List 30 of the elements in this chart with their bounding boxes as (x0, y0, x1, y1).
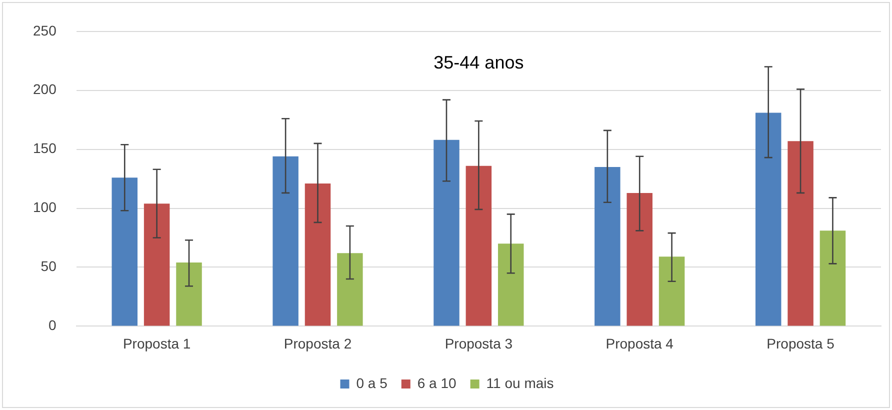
bar (594, 167, 620, 326)
y-tick-label: 50 (40, 258, 57, 274)
bar (337, 253, 363, 326)
y-tick-label: 100 (33, 199, 57, 216)
legend-label: 11 ou mais (486, 374, 554, 391)
bar (144, 204, 170, 326)
y-tick-label: 250 (33, 22, 57, 38)
text: 35-44 anos (434, 52, 524, 72)
bar (755, 112, 782, 326)
x-tick-label: Proposta 3 (444, 335, 513, 352)
bar (788, 141, 814, 326)
bar (626, 192, 652, 326)
bar (434, 140, 460, 326)
y-tick-label: 150 (33, 140, 57, 156)
y-tick-label: 200 (33, 81, 57, 98)
x-tick-label: Proposta 1 (122, 335, 191, 352)
bar (176, 262, 202, 326)
legend-label: 0 a 5 (356, 374, 388, 391)
x-tick-label: Proposta 5 (766, 335, 835, 352)
x-tick-label: Proposta 2 (284, 335, 352, 352)
bar (466, 166, 492, 326)
x-tick-label: Proposta 4 (606, 335, 674, 352)
bar (272, 156, 298, 326)
legend-label: 6 a 10 (417, 374, 457, 391)
bar (498, 244, 524, 326)
bar (658, 256, 685, 326)
bar (304, 184, 331, 326)
y-tick-label: 0 (48, 317, 57, 334)
bar (112, 178, 138, 326)
bar (820, 230, 846, 326)
